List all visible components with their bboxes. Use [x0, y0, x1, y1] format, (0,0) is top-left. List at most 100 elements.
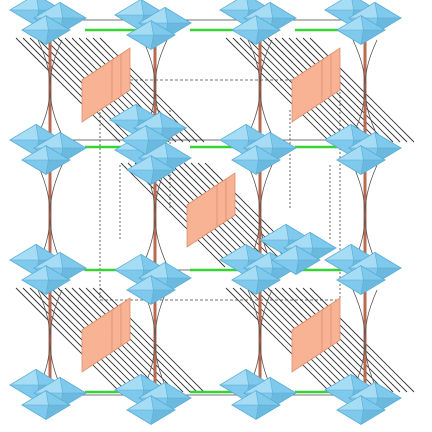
vertical-linker-line	[352, 289, 378, 391]
octahedron-face-light	[120, 125, 149, 141]
octahedron-face-dark	[255, 159, 282, 175]
octahedron-face-dark	[360, 29, 387, 45]
octahedron-face-light	[125, 155, 154, 171]
octahedron-face-light	[258, 223, 289, 241]
octahedron-face-light	[323, 123, 354, 141]
octahedron-face-light	[230, 390, 259, 406]
octahedron-face-dark	[255, 29, 282, 45]
octahedron-face-light	[8, 123, 39, 141]
hatch-line	[288, 37, 394, 143]
vertical-linker-line	[142, 164, 168, 266]
hatch-line	[92, 287, 198, 393]
octahedron-face-light	[323, 0, 354, 11]
octahedron-face-light	[218, 0, 249, 11]
octahedron	[20, 145, 72, 175]
vertical-linker-line	[142, 289, 168, 391]
vertical-linker-line	[37, 39, 63, 136]
octahedron-face-dark	[150, 409, 177, 425]
octahedron-face-light	[113, 253, 144, 271]
octahedron-face-dark	[150, 34, 177, 50]
octahedron	[230, 145, 282, 175]
octahedron-face-light	[20, 145, 49, 161]
central-block-sheet	[81, 59, 113, 123]
octahedron-face-dark	[295, 259, 322, 275]
hatch-line	[99, 287, 205, 393]
central-block-sheet	[186, 184, 218, 248]
hatch-line	[232, 37, 338, 143]
hatch-line	[309, 37, 415, 143]
octahedron-face-light	[113, 0, 144, 16]
octahedron-face-dark	[255, 279, 282, 295]
octahedron	[335, 15, 387, 45]
octahedron-face-dark	[45, 279, 72, 295]
octahedron-face-dark	[45, 29, 72, 45]
octahedron	[20, 15, 72, 45]
octahedron-face-light	[335, 265, 364, 281]
octahedron-face-light	[270, 245, 299, 261]
vertical-linker-line	[352, 39, 378, 136]
octahedron-face-dark	[255, 404, 282, 420]
hatch-line	[295, 37, 401, 143]
central-blocks	[81, 47, 341, 373]
hatch-line	[15, 287, 121, 393]
octahedron	[282, 231, 338, 265]
octahedron-face-light	[335, 15, 364, 31]
octahedron	[230, 390, 282, 420]
octahedron-face-light	[8, 243, 39, 261]
octahedron-face-light	[8, 368, 39, 386]
octahedron	[125, 395, 177, 425]
octahedron-face-dark	[45, 159, 72, 175]
hatch-line	[309, 287, 415, 393]
octahedron-face-dark	[145, 139, 172, 155]
central-block-sheet	[81, 309, 113, 373]
hatch-line	[22, 287, 128, 393]
octahedron-face-light	[113, 373, 144, 391]
octahedron-face-light	[218, 368, 249, 386]
hatch-line	[78, 287, 184, 393]
octahedron	[20, 265, 72, 295]
octahedron-face-light	[218, 243, 249, 261]
octahedron-face-light	[20, 265, 49, 281]
octahedron	[120, 125, 172, 155]
hatch-line	[232, 287, 338, 393]
hatch-line	[288, 287, 394, 393]
octahedron-face-dark	[150, 169, 177, 185]
vertical-linker-line	[247, 39, 273, 136]
octahedron	[270, 245, 322, 275]
octahedron-face-dark	[45, 404, 72, 420]
hatch-line	[225, 37, 331, 143]
octahedron-face-light	[20, 15, 49, 31]
hatch-line	[302, 37, 408, 143]
hatch-line	[85, 287, 191, 393]
octahedron-face-light	[335, 145, 364, 161]
octahedron	[230, 15, 282, 45]
octahedron-face-light	[125, 275, 154, 291]
octahedron-face-dark	[360, 159, 387, 175]
hatch-line	[183, 162, 289, 268]
octahedron-face-light	[108, 103, 139, 121]
octahedron-face-light	[230, 15, 259, 31]
octahedron	[335, 145, 387, 175]
octahedron-face-light	[323, 243, 354, 261]
octahedron-face-light	[230, 145, 259, 161]
octahedron	[125, 155, 177, 185]
central-block-sheet	[291, 59, 323, 123]
hatch-line	[15, 37, 121, 143]
octahedron-face-light	[20, 390, 49, 406]
octahedra-clusters	[8, 0, 403, 425]
octahedron	[125, 275, 177, 305]
hatch-line	[99, 37, 205, 143]
octahedron-face-light	[335, 395, 364, 411]
octahedron	[125, 20, 177, 50]
hatch-line	[22, 37, 128, 143]
octahedron	[335, 265, 387, 295]
octahedron-face-light	[125, 395, 154, 411]
octahedron-face-dark	[360, 279, 387, 295]
octahedron-face-dark	[150, 289, 177, 305]
octahedron	[137, 261, 193, 295]
hatch-line	[120, 162, 226, 268]
octahedron-face-light	[218, 123, 249, 141]
hatch-line	[225, 287, 331, 393]
